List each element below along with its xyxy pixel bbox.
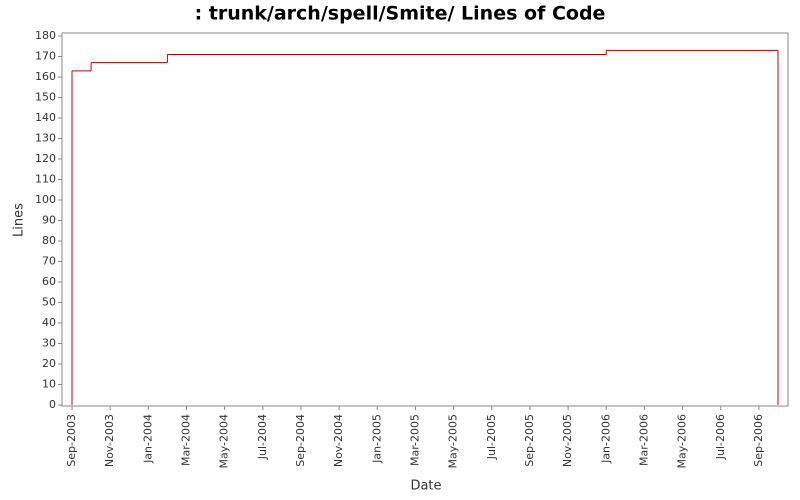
y-tick-label: 80 bbox=[42, 234, 56, 247]
x-tick-label: Sep-2006 bbox=[752, 414, 765, 467]
x-tick-label: Jul-2005 bbox=[485, 414, 498, 460]
x-tick-label: Jan-2005 bbox=[370, 414, 383, 464]
y-tick-label: 0 bbox=[49, 398, 56, 411]
x-axis-title: Date bbox=[410, 479, 441, 494]
x-tick-label: May-2006 bbox=[676, 414, 689, 469]
y-axis-title: Lines bbox=[12, 203, 27, 237]
y-tick-label: 120 bbox=[35, 152, 56, 165]
y-tick-label: 70 bbox=[42, 255, 56, 268]
y-tick-label: 140 bbox=[35, 111, 56, 124]
y-tick-label: 130 bbox=[35, 132, 56, 145]
x-tick-label: Nov-2003 bbox=[103, 414, 116, 467]
x-tick-label: Sep-2003 bbox=[65, 414, 78, 467]
chart-title: : trunk/arch/spell/Smite/ Lines of Code bbox=[195, 3, 606, 25]
y-tick-label: 20 bbox=[42, 357, 56, 370]
y-tick-label: 180 bbox=[35, 29, 56, 42]
y-tick-label: 10 bbox=[42, 378, 56, 391]
y-tick-label: 90 bbox=[42, 214, 56, 227]
y-tick-label: 40 bbox=[42, 316, 56, 329]
y-tick-label: 60 bbox=[42, 275, 56, 288]
y-tick-label: 110 bbox=[35, 173, 56, 186]
x-tick-label: Jul-2004 bbox=[256, 414, 269, 460]
y-tick-label: 50 bbox=[42, 296, 56, 309]
x-tick-label: Mar-2004 bbox=[179, 414, 192, 466]
plot-area bbox=[61, 32, 789, 407]
x-tick-label: May-2005 bbox=[447, 414, 460, 469]
y-tick-label: 160 bbox=[35, 70, 56, 83]
x-tick-label: Jan-2004 bbox=[141, 414, 154, 464]
x-tick-label: Nov-2004 bbox=[332, 414, 345, 467]
x-tick-label: Jul-2006 bbox=[714, 414, 727, 460]
x-tick-label: May-2004 bbox=[218, 414, 231, 469]
y-tick-label: 170 bbox=[35, 50, 56, 63]
x-tick-label: Sep-2005 bbox=[523, 414, 536, 467]
x-tick-label: Mar-2006 bbox=[637, 414, 650, 466]
x-tick-label: Sep-2004 bbox=[294, 414, 307, 467]
y-tick-label: 150 bbox=[35, 91, 56, 104]
y-tick-label: 100 bbox=[35, 193, 56, 206]
x-tick-label: Nov-2005 bbox=[561, 414, 574, 467]
x-tick-label: Mar-2005 bbox=[408, 414, 421, 466]
y-tick-label: 30 bbox=[42, 337, 56, 350]
x-tick-label: Jan-2006 bbox=[599, 414, 612, 464]
